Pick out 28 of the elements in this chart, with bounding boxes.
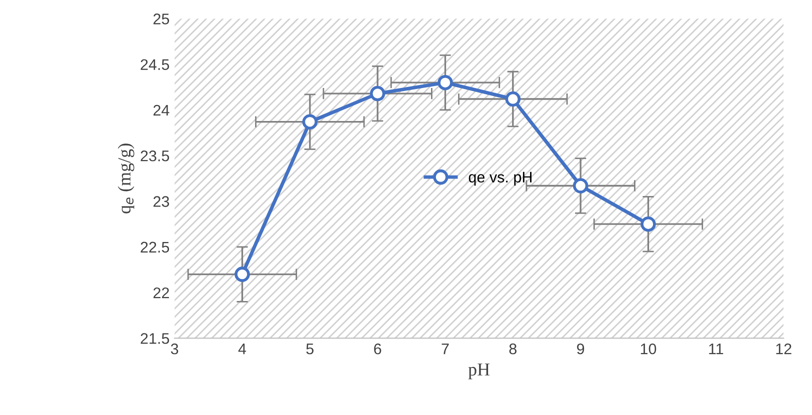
point <box>234 266 250 282</box>
x-tick-label: 11 <box>709 344 724 354</box>
y-tick-label: 23.5 <box>140 150 170 162</box>
y-tick-label: 22.5 <box>140 242 170 253</box>
x-tick-label: 7 <box>442 344 449 354</box>
point <box>302 114 318 130</box>
y-tick-label: 23 <box>153 196 170 207</box>
y-tick-label: 25 <box>153 14 170 24</box>
y-tick-label: 24 <box>153 104 170 116</box>
point <box>640 216 656 232</box>
x-axis-title: pH <box>468 364 490 380</box>
point <box>370 86 386 102</box>
y-tick-label: 22 <box>153 287 169 298</box>
x-tick-label: 4 <box>238 344 246 354</box>
legend-label: qe vs. pH <box>468 172 532 186</box>
point <box>572 178 588 194</box>
x-tick-label: 6 <box>374 343 382 354</box>
x-tick-label: 5 <box>306 344 314 354</box>
y-axis-title: q$_{e}$ (mg/g) <box>118 144 134 214</box>
x-tick-label: 3 <box>170 343 178 354</box>
point <box>505 91 521 107</box>
y-tick-label: 24.5 <box>140 59 170 70</box>
y-tick-label: 21.5 <box>140 333 170 344</box>
x-tick-label: 8 <box>509 343 516 354</box>
x-tick-label: 9 <box>577 343 584 354</box>
x-tick-label: 10 <box>640 343 656 354</box>
point <box>438 74 453 90</box>
x-tick-label: 12 <box>776 343 792 354</box>
